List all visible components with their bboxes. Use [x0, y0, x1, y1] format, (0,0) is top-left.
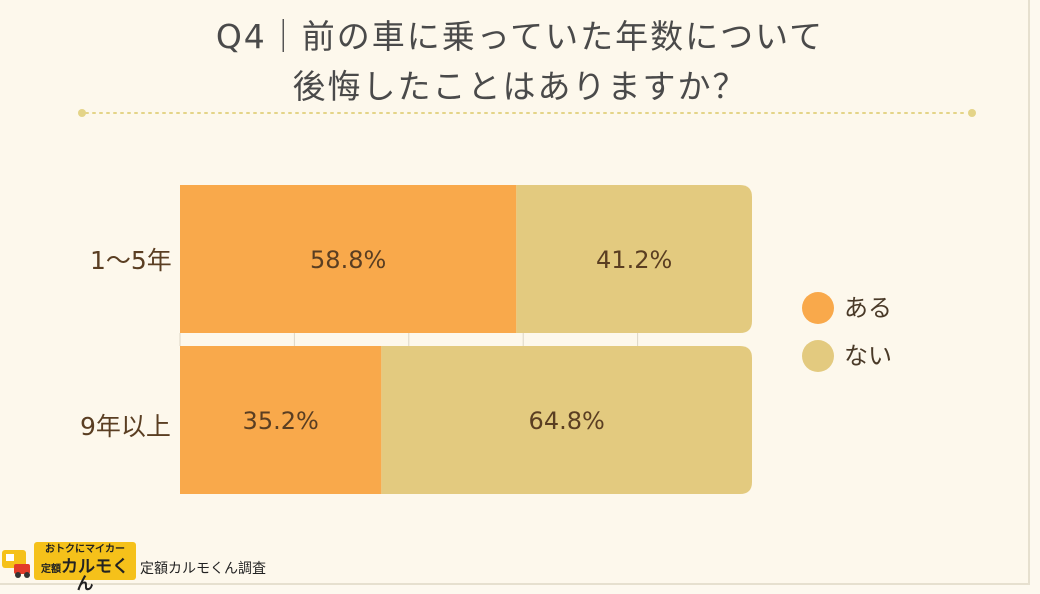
- brand-logo: おトクにマイカー 定額カルモくん: [34, 542, 136, 593]
- logo-brand: カルモくん: [61, 557, 129, 594]
- logo-prefix: 定額: [41, 564, 61, 575]
- bar-segment: [516, 185, 752, 333]
- legend-swatch-aru: [802, 292, 834, 324]
- logo-tagline: おトクにマイカー: [45, 544, 125, 555]
- bar-segment: [381, 346, 752, 494]
- data-label: 58.8%: [310, 246, 386, 274]
- legend-swatch-nai: [802, 340, 834, 372]
- source-note: 定額カルモくん調査: [140, 561, 266, 577]
- data-label: 35.2%: [243, 407, 319, 435]
- data-label: 64.8%: [529, 407, 605, 435]
- category-label-1-5-years: 1～5年: [90, 246, 172, 275]
- footer: おトクにマイカー 定額カルモくん 定額カルモくん調査: [0, 540, 300, 593]
- bar-segment: [180, 185, 517, 333]
- logo-name: 定額カルモくん: [34, 559, 136, 593]
- legend-label-nai: ない: [844, 342, 892, 370]
- chart-title-line-2: 後悔したことはありますか？: [292, 67, 748, 106]
- legend-label-aru: ある: [844, 294, 892, 322]
- legend: ある ない: [802, 292, 892, 388]
- legend-item-nai: ない: [802, 340, 892, 372]
- bar-segment: [180, 346, 382, 494]
- category-label-9-years-plus: 9年以上: [80, 412, 171, 441]
- title-divider: [78, 109, 976, 117]
- car-mascot-icon: [2, 550, 30, 578]
- legend-item-aru: ある: [802, 292, 892, 324]
- data-label: 41.2%: [596, 246, 672, 274]
- chart-title-line-1: Q4｜前の車に乗っていた年数について: [215, 17, 825, 56]
